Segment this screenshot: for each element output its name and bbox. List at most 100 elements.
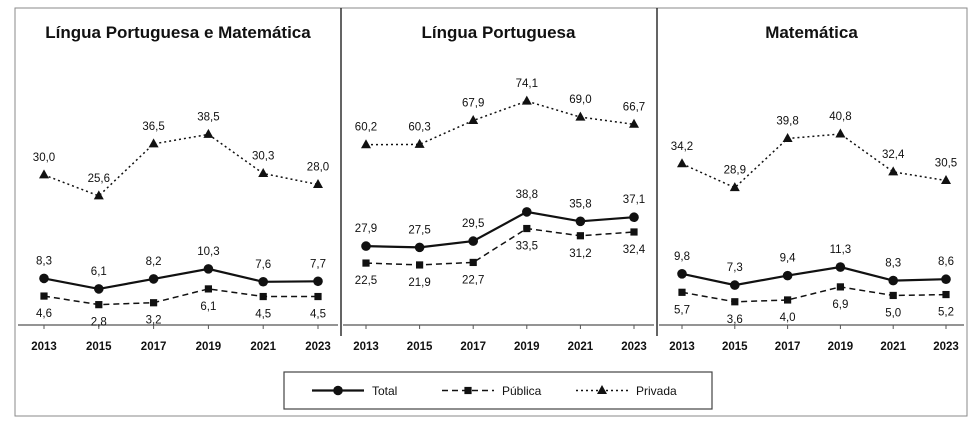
series-line-pública	[681, 286, 947, 303]
data-label: 7,6	[255, 259, 271, 271]
data-point	[523, 224, 531, 233]
panel-title: Matemática	[765, 23, 858, 42]
data-label: 4,5	[310, 309, 326, 321]
panel-title: Língua Portuguesa e Matemática	[45, 23, 311, 42]
series-line-total	[365, 210, 635, 249]
data-point	[835, 128, 846, 138]
data-point	[416, 261, 424, 269]
data-point	[941, 274, 951, 285]
x-tick-label: 2015	[407, 341, 433, 353]
x-tick-label: 2021	[250, 341, 276, 353]
data-point	[889, 291, 897, 300]
data-point	[730, 280, 740, 290]
data-label: 6,1	[200, 301, 216, 313]
data-point	[782, 133, 793, 143]
x-tick-label: 2017	[141, 341, 167, 353]
data-label: 30,5	[935, 157, 957, 169]
data-point	[942, 290, 950, 299]
data-label: 22,5	[355, 275, 377, 287]
data-label: 32,4	[882, 149, 905, 161]
data-label: 66,7	[623, 101, 645, 113]
data-point	[148, 138, 159, 148]
data-point	[469, 258, 477, 267]
chart-panel-1: Língua Portuguesa e Matemática 2013 2015 20…	[18, 23, 338, 353]
legend-item-privada: Privada	[576, 384, 677, 398]
data-point	[204, 285, 212, 293]
data-point	[575, 216, 586, 227]
x-tick-label: 2015	[722, 341, 748, 353]
x-tick-label: 2023	[933, 341, 959, 353]
data-label: 30,0	[33, 152, 55, 164]
data-point	[203, 128, 214, 138]
data-point	[39, 169, 49, 179]
data-label: 4,5	[255, 309, 271, 321]
x-tick-label: 2013	[31, 341, 57, 353]
data-point	[314, 292, 322, 301]
data-label: 39,8	[776, 116, 798, 128]
series-line-privada	[681, 133, 947, 189]
data-label: 32,4	[623, 244, 646, 256]
data-label: 30,3	[252, 150, 274, 162]
data-point	[521, 95, 532, 105]
legend-item-pública: Pública	[442, 384, 542, 398]
legend-marker	[333, 385, 343, 396]
data-point	[150, 299, 158, 307]
data-label: 4,6	[36, 308, 52, 320]
data-label: 34,2	[671, 141, 693, 153]
data-point	[784, 296, 792, 304]
data-label: 31,2	[569, 248, 591, 260]
data-label: 22,7	[462, 274, 484, 286]
data-label: 8,3	[885, 258, 901, 270]
data-label: 28,9	[724, 165, 746, 177]
data-label: 60,3	[408, 121, 430, 133]
data-point	[782, 270, 793, 281]
data-label: 35,8	[569, 198, 591, 210]
x-tick-label: 2013	[353, 341, 379, 353]
data-label: 74,1	[516, 78, 538, 90]
data-label: 25,6	[88, 173, 110, 185]
data-point	[576, 232, 584, 240]
series-line-pública	[365, 227, 635, 266]
data-point	[468, 236, 479, 246]
data-label: 3,2	[146, 315, 162, 327]
data-point	[629, 118, 639, 128]
data-point	[629, 212, 639, 223]
data-point	[888, 166, 899, 176]
data-point	[941, 174, 951, 184]
series-line-total	[681, 265, 947, 287]
data-label: 9,8	[674, 251, 690, 263]
data-label: 27,5	[408, 224, 430, 236]
data-point	[94, 284, 104, 294]
data-point	[93, 190, 104, 200]
x-tick-label: 2013	[669, 341, 695, 353]
data-label: 40,8	[829, 111, 851, 123]
series-line-privada	[365, 100, 635, 146]
outer-frame	[14, 7, 968, 417]
data-label: 21,9	[408, 277, 430, 289]
x-tick-label: 2017	[775, 341, 801, 353]
data-label: 10,3	[197, 246, 219, 258]
data-label: 38,8	[516, 189, 538, 201]
data-point	[259, 292, 267, 301]
data-point	[414, 242, 425, 253]
data-point	[148, 274, 159, 284]
data-label: 60,2	[355, 122, 377, 134]
data-point	[731, 298, 739, 306]
data-label: 8,6	[938, 256, 954, 268]
data-label: 5,0	[885, 307, 901, 319]
data-point	[313, 178, 323, 188]
data-label: 7,3	[727, 262, 743, 274]
data-point	[258, 167, 269, 177]
legend-marker	[597, 385, 607, 394]
x-tick-label: 2023	[621, 341, 647, 353]
data-point	[888, 275, 898, 286]
data-point	[313, 276, 323, 287]
data-point	[40, 292, 48, 300]
x-tick-label: 2015	[86, 341, 112, 353]
data-label: 8,3	[36, 255, 52, 267]
data-point	[362, 259, 370, 267]
data-point	[522, 207, 532, 217]
x-tick-label: 2019	[196, 341, 222, 353]
legend-item-total: Total	[312, 384, 397, 398]
series-line-pública	[43, 288, 318, 306]
